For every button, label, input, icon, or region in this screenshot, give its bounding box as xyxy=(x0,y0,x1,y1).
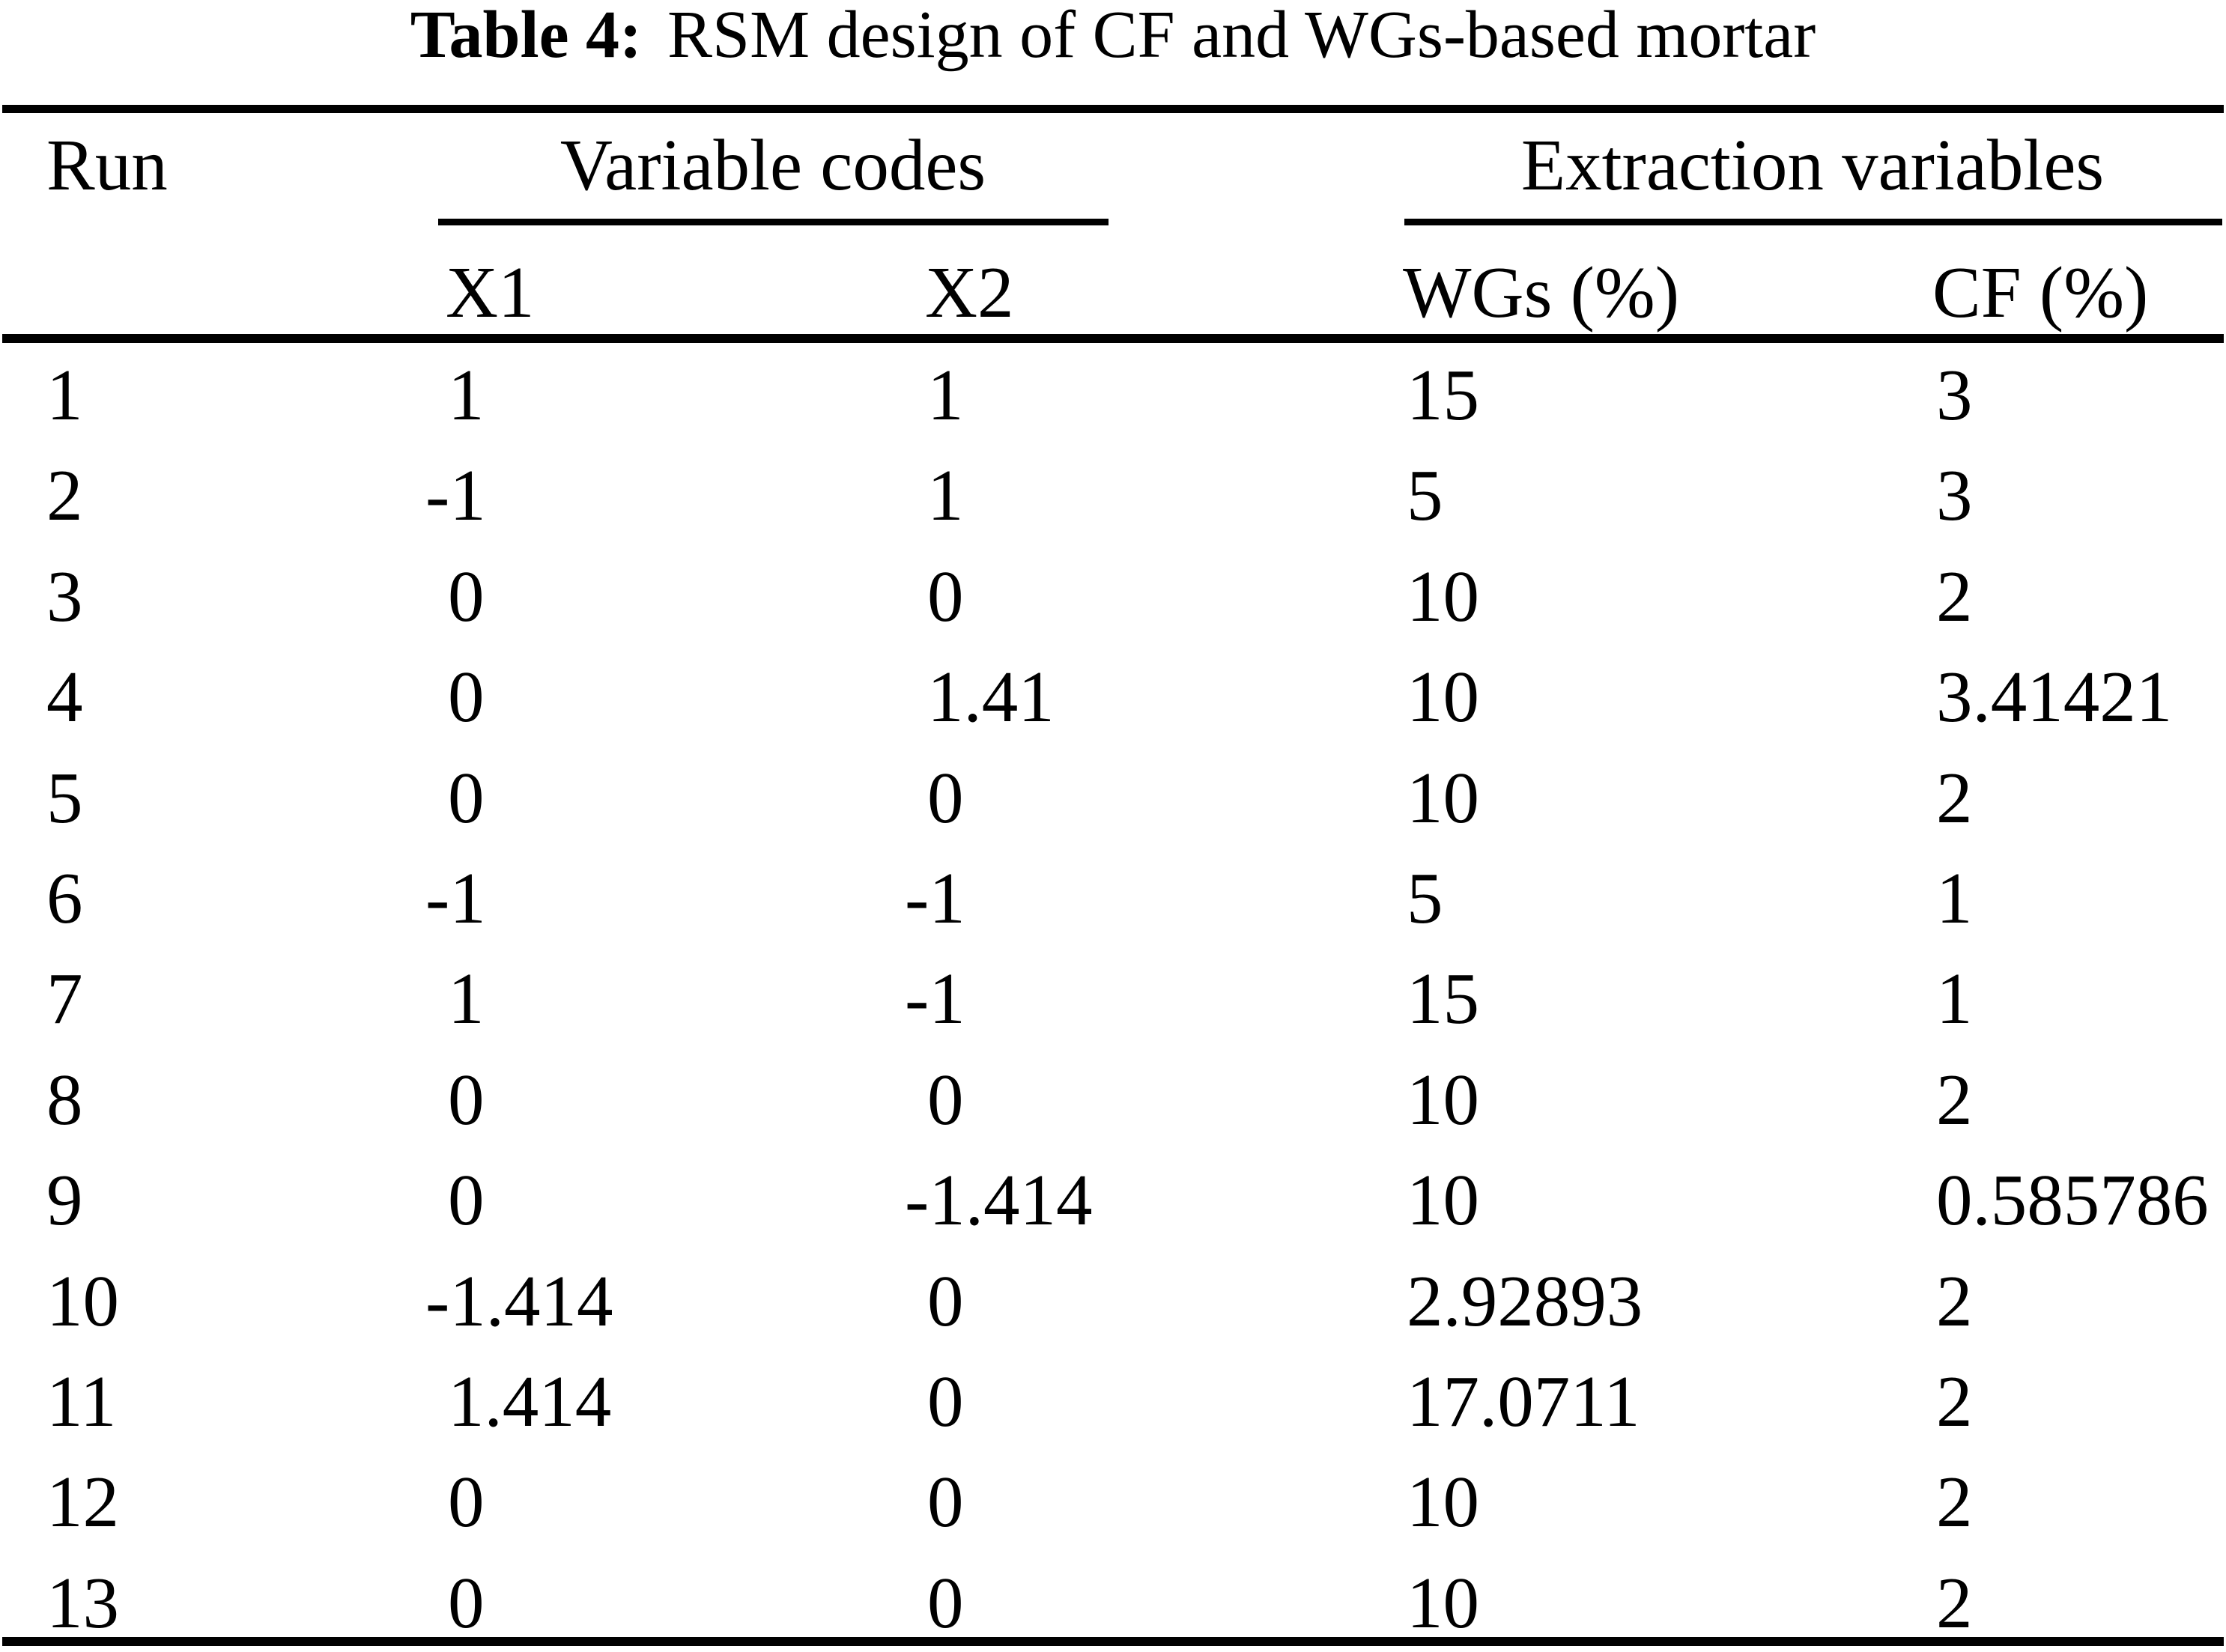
cell-cf: 2 xyxy=(1936,1059,1973,1140)
cell-wgs: 10 xyxy=(1407,1059,1479,1140)
cell-cf: 3 xyxy=(1936,355,1973,435)
table-row: 2 -1 1 5 3 xyxy=(0,455,2226,537)
cell-run: 6 xyxy=(46,858,83,938)
table-row: 5 0 0 10 2 xyxy=(0,757,2226,839)
cell-x1: 0 xyxy=(448,1562,485,1643)
table-row: 1 1 1 15 3 xyxy=(0,354,2226,437)
table-row: 10 -1.414 0 2.92893 2 xyxy=(0,1260,2226,1343)
cell-wgs: 10 xyxy=(1407,1160,1479,1241)
cell-run: 11 xyxy=(46,1361,117,1442)
cell-x1: 0 xyxy=(448,1160,485,1241)
cell-cf: 0.585786 xyxy=(1936,1160,2209,1241)
cell-run: 5 xyxy=(46,757,83,838)
cell-x2: 0 xyxy=(927,556,964,637)
cell-x1: 0 xyxy=(448,757,485,838)
column-header-x2: X2 xyxy=(925,252,1014,332)
cell-cf: 2 xyxy=(1936,757,1973,838)
cell-cf: 2 xyxy=(1936,1260,1973,1341)
cell-x2: 0 xyxy=(927,1562,964,1643)
cell-x2: -1.414 xyxy=(905,1160,1093,1241)
cell-run: 7 xyxy=(46,959,83,1039)
cell-wgs: 10 xyxy=(1407,556,1479,637)
table-top-rule xyxy=(2,105,2224,113)
table-row: 12 0 0 10 2 xyxy=(0,1461,2226,1543)
cell-wgs: 5 xyxy=(1407,858,1443,938)
column-header-wgs: WGs (%) xyxy=(1403,252,1680,332)
cell-run: 1 xyxy=(46,355,83,435)
cell-x2: 0 xyxy=(927,1361,964,1442)
table-bottom-rule xyxy=(2,1637,2224,1646)
cell-run: 4 xyxy=(46,657,83,738)
cell-wgs: 5 xyxy=(1407,455,1443,536)
cell-x1: 0 xyxy=(448,657,485,738)
cell-x2: 0 xyxy=(927,1059,964,1140)
variable-codes-underline xyxy=(438,219,1109,225)
cell-x2: 0 xyxy=(927,1462,964,1543)
cell-wgs: 10 xyxy=(1407,657,1479,738)
column-header-cf: CF (%) xyxy=(1932,252,2149,332)
cell-cf: 1 xyxy=(1936,959,1973,1039)
column-group-variable-codes: Variable codes xyxy=(559,125,986,205)
table-row: 11 1.414 0 17.0711 2 xyxy=(0,1361,2226,1443)
cell-x1: 0 xyxy=(448,1462,485,1543)
cell-x1: 1 xyxy=(448,959,485,1039)
cell-x1: 0 xyxy=(448,556,485,637)
cell-cf: 2 xyxy=(1936,1361,1973,1442)
cell-cf: 2 xyxy=(1936,1462,1973,1543)
cell-cf: 2 xyxy=(1936,556,1973,637)
table-header-rule xyxy=(2,334,2224,343)
cell-cf: 3 xyxy=(1936,455,1973,536)
column-header-run: Run xyxy=(46,125,168,205)
cell-wgs: 15 xyxy=(1407,959,1479,1039)
table-row: 13 0 0 10 2 xyxy=(0,1562,2226,1645)
cell-x2: 0 xyxy=(927,757,964,838)
cell-x1: -1 xyxy=(425,858,486,938)
cell-run: 10 xyxy=(46,1260,119,1341)
cell-run: 2 xyxy=(46,455,83,536)
cell-run: 9 xyxy=(46,1160,83,1241)
cell-x2: 1 xyxy=(927,455,964,536)
table-caption-text: RSM design of CF and WGs-based mortar xyxy=(667,0,1816,72)
cell-wgs: 17.0711 xyxy=(1407,1361,1640,1442)
cell-wgs: 10 xyxy=(1407,1462,1479,1543)
cell-cf: 3.41421 xyxy=(1936,657,2173,738)
table-row: 9 0 -1.414 10 0.585786 xyxy=(0,1159,2226,1242)
cell-x1: -1.414 xyxy=(425,1260,613,1341)
cell-x2: 1 xyxy=(927,355,964,435)
table-row: 3 0 0 10 2 xyxy=(0,556,2226,638)
table-caption: Table 4: RSM design of CF and WGs-based m… xyxy=(0,0,2226,76)
cell-run: 8 xyxy=(46,1059,83,1140)
cell-wgs: 15 xyxy=(1407,355,1479,435)
cell-x1: 1.414 xyxy=(448,1361,612,1442)
column-header-x1: X1 xyxy=(446,252,535,332)
table-caption-label: Table 4: xyxy=(410,0,643,72)
cell-x1: 0 xyxy=(448,1059,485,1140)
cell-cf: 1 xyxy=(1936,858,1973,938)
cell-x2: 0 xyxy=(927,1260,964,1341)
cell-run: 13 xyxy=(46,1562,119,1643)
cell-x1: 1 xyxy=(448,355,485,435)
cell-wgs: 10 xyxy=(1407,1562,1479,1643)
cell-wgs: 10 xyxy=(1407,757,1479,838)
cell-wgs: 2.92893 xyxy=(1407,1260,1643,1341)
cell-x2: -1 xyxy=(905,959,965,1039)
cell-cf: 2 xyxy=(1936,1562,1973,1643)
cell-run: 3 xyxy=(46,556,83,637)
extraction-variables-underline xyxy=(1404,219,2222,225)
cell-x1: -1 xyxy=(425,455,486,536)
cell-x2: 1.41 xyxy=(927,657,1055,738)
table-row: 7 1 -1 15 1 xyxy=(0,958,2226,1040)
table-row: 8 0 0 10 2 xyxy=(0,1059,2226,1141)
table-row: 4 0 1.41 10 3.41421 xyxy=(0,656,2226,738)
cell-run: 12 xyxy=(46,1462,119,1543)
column-group-extraction-variables: Extraction variables xyxy=(1520,125,2105,205)
cell-x2: -1 xyxy=(905,858,965,938)
table-row: 6 -1 -1 5 1 xyxy=(0,857,2226,940)
